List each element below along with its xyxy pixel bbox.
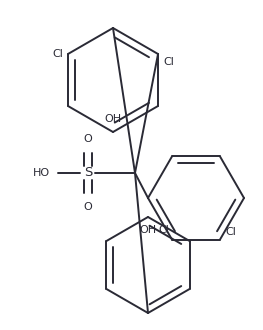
Text: HO: HO	[33, 168, 50, 178]
Text: OH: OH	[139, 225, 156, 235]
Text: OH: OH	[104, 114, 122, 124]
Text: O: O	[84, 202, 92, 212]
Text: Cl: Cl	[163, 57, 174, 67]
Text: Cl: Cl	[52, 49, 63, 59]
Text: Cl: Cl	[158, 225, 169, 235]
Text: Cl: Cl	[225, 227, 236, 237]
Text: S: S	[84, 167, 92, 180]
Text: O: O	[84, 134, 92, 144]
